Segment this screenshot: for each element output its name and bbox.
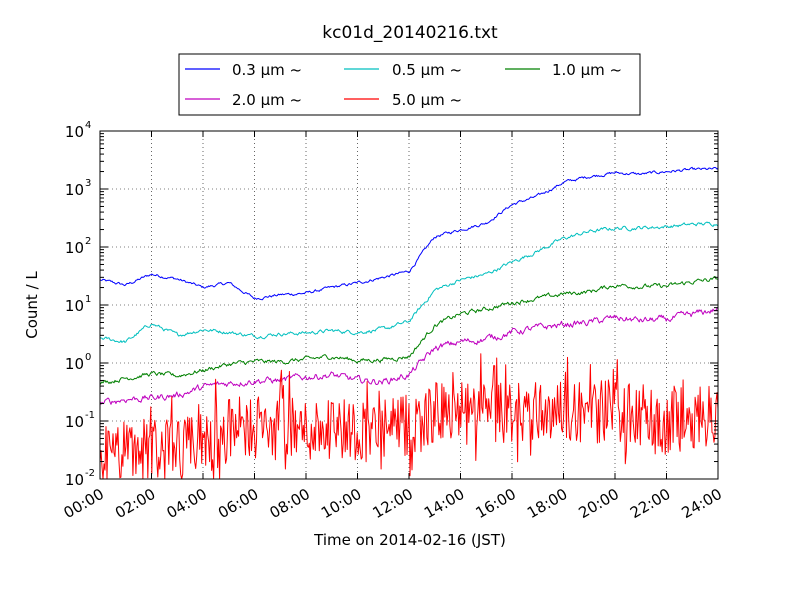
y-tick-label: 10: [65, 413, 84, 431]
y-tick-exponent: 1: [85, 294, 91, 305]
y-tick-exponent: 2: [85, 236, 91, 247]
x-axis-label: Time on 2014-02-16 (JST): [313, 531, 506, 549]
y-tick-exponent: 0: [85, 352, 91, 363]
y-tick-exponent: 3: [85, 178, 91, 189]
series-line: [99, 276, 719, 385]
legend-label: 2.0 μm ~: [232, 91, 302, 109]
y-tick-exponent: 4: [85, 120, 91, 131]
legend-label: 5.0 μm ~: [392, 91, 462, 109]
y-tick-label: 10: [65, 239, 84, 257]
legend: 0.3 μm ~ 0.5 μm ~ 1.0 μm ~ 2.0 μm ~ 5.0 μm ~: [178, 53, 641, 116]
chart-title: kc01d_20140216.txt: [322, 23, 498, 43]
y-axis-label: Count / L: [23, 271, 41, 339]
series-lines: [99, 166, 719, 480]
y-tick-exponent: -2: [85, 468, 95, 479]
series-line: [99, 307, 719, 405]
y-tick-label: 10: [65, 123, 84, 141]
y-tick-label: 10: [65, 471, 84, 489]
series-line: [99, 353, 719, 480]
y-tick-label: 10: [65, 181, 84, 199]
series-line: [99, 166, 719, 301]
axis-ticks: [99, 130, 719, 480]
legend-label: 0.3 μm ~: [232, 61, 302, 79]
legend-label: 0.5 μm ~: [392, 61, 462, 79]
legend-box: [178, 53, 641, 116]
y-tick-label: 10: [65, 297, 84, 315]
legend-label: 1.0 μm ~: [552, 61, 622, 79]
series-line: [99, 221, 719, 343]
y-tick-exponent: -1: [85, 410, 95, 421]
y-tick-label: 10: [65, 355, 84, 373]
